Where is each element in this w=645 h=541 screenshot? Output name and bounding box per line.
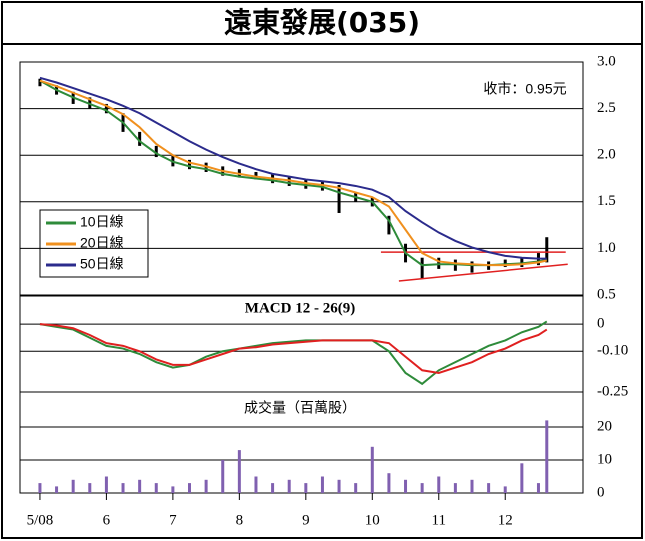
y-tick-label: -0.25 xyxy=(597,383,628,399)
line xyxy=(39,323,548,375)
bar xyxy=(221,460,225,493)
bar xyxy=(420,483,424,493)
bar xyxy=(237,450,241,493)
bar xyxy=(404,479,408,493)
bar xyxy=(204,479,208,493)
x-tick-label: 10 xyxy=(365,512,380,528)
bar xyxy=(154,483,158,493)
bar xyxy=(88,483,92,493)
line xyxy=(39,76,547,260)
bar xyxy=(171,486,175,493)
bar xyxy=(38,483,42,493)
bar xyxy=(503,486,507,493)
y-tick-label: 0.5 xyxy=(597,286,616,302)
bar xyxy=(121,483,125,493)
panel-title: MACD 12 - 26(9) xyxy=(245,300,355,316)
y-tick-label: 2.5 xyxy=(597,100,616,116)
line xyxy=(39,320,548,386)
bar xyxy=(337,479,341,493)
x-tick-label: 6 xyxy=(103,512,111,528)
y-tick-label: 0 xyxy=(597,316,605,332)
bar xyxy=(545,420,549,493)
bar xyxy=(536,483,540,493)
line xyxy=(39,79,547,267)
x-tick-label: 7 xyxy=(169,512,177,528)
y-tick-label: 20 xyxy=(597,418,612,434)
x-tick-label: 9 xyxy=(302,512,310,528)
y-tick-label: 3.0 xyxy=(597,53,616,69)
bar xyxy=(470,479,474,493)
x-tick-label: 12 xyxy=(498,512,513,528)
bar xyxy=(287,479,291,493)
y-tick-label: 1.0 xyxy=(597,240,616,256)
y-tick-label: 1.5 xyxy=(597,193,616,209)
bar xyxy=(188,483,191,493)
bar xyxy=(55,486,59,493)
legend-label: 20日線 xyxy=(80,235,124,251)
bar xyxy=(304,483,308,493)
legend-label: 10日線 xyxy=(80,214,124,230)
bar xyxy=(138,479,142,493)
x-tick-label: 11 xyxy=(432,512,446,528)
chart-title: 遠東發展(035) xyxy=(224,6,420,39)
x-tick-label: 8 xyxy=(236,512,244,528)
bar xyxy=(520,463,524,493)
bar xyxy=(370,446,374,493)
bar xyxy=(320,476,324,493)
y-tick-label: 2.0 xyxy=(597,147,616,163)
y-tick-label: 10 xyxy=(597,451,612,467)
legend-label: 50日線 xyxy=(80,256,124,272)
bar xyxy=(354,483,358,493)
bar xyxy=(437,476,441,493)
y-tick-label: 0 xyxy=(597,484,605,500)
x-tick-label: 5/08 xyxy=(27,512,54,528)
trendline xyxy=(398,263,568,282)
bar xyxy=(104,476,108,493)
panel-title: 成交量（百萬股） xyxy=(244,400,356,416)
annotation: 收市：0.95元 xyxy=(483,81,566,97)
bar xyxy=(71,479,75,493)
bar xyxy=(387,473,391,493)
bar xyxy=(271,483,275,493)
y-tick-label: -0.10 xyxy=(597,343,628,359)
bar xyxy=(487,483,491,493)
bar xyxy=(254,476,258,493)
bar xyxy=(453,483,457,493)
